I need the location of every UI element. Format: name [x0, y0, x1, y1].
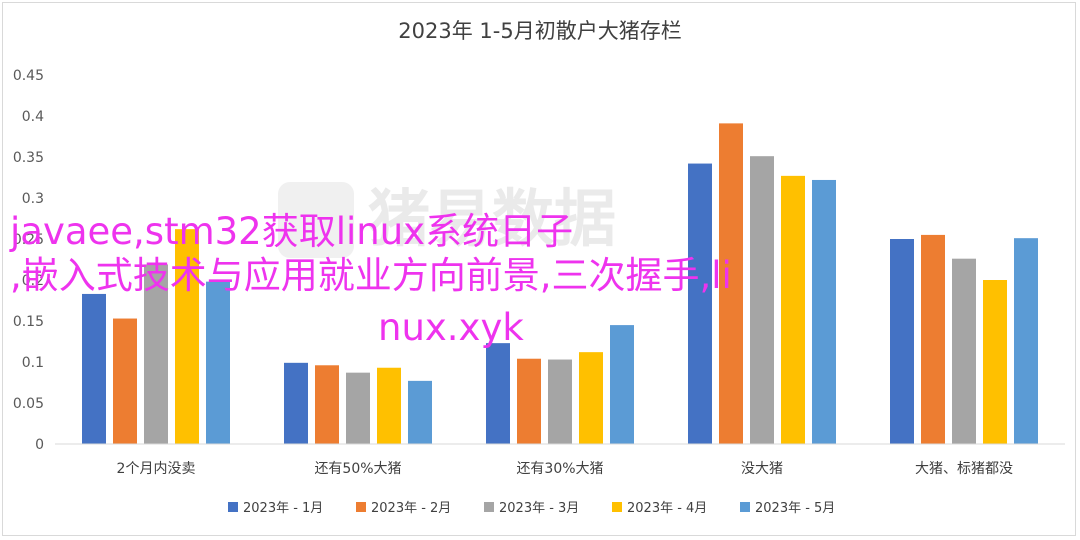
- y-tick-label: 0.1: [22, 355, 44, 371]
- y-tick-label: 0.35: [13, 150, 44, 166]
- x-tick-label: 还有30%大猪: [516, 461, 603, 477]
- y-tick-label: 0.3: [22, 191, 44, 207]
- watermark: 猪易数据: [278, 182, 616, 258]
- bar: [144, 264, 168, 444]
- y-tick-label: 0.45: [13, 68, 44, 84]
- bar: [1014, 238, 1038, 444]
- bar: [548, 359, 572, 444]
- watermark-logo-icon: [278, 182, 354, 258]
- bar: [610, 325, 634, 444]
- bar: [579, 352, 603, 444]
- bar: [517, 358, 541, 444]
- legend-swatch: [740, 502, 750, 512]
- y-axis: 0 0.05 0.1 0.15 0.2 0.25 0.3 0.35 0.4 0.45: [13, 68, 44, 453]
- legend-swatch: [356, 502, 366, 512]
- overlay-line-3: nux.xyk: [378, 306, 524, 349]
- bar: [377, 367, 401, 444]
- bar: [486, 343, 510, 444]
- bar: [82, 293, 106, 444]
- bar: [719, 123, 743, 444]
- bar: [284, 362, 308, 444]
- legend-label: 2023年 - 5月: [755, 501, 835, 516]
- chart-title: 2023年 1-5月初散户大猪存栏: [398, 19, 681, 43]
- bar: [952, 258, 976, 444]
- watermark-text: 猪易数据: [368, 182, 616, 255]
- y-tick-label: 0.25: [13, 232, 44, 248]
- overlay-line-1: javaee,stm32获取linux系统日子: [10, 210, 574, 253]
- bar: [921, 234, 945, 444]
- bar: [408, 380, 432, 444]
- bar: [983, 280, 1007, 444]
- x-tick-label: 还有50%大猪: [314, 461, 401, 477]
- legend-label: 2023年 - 3月: [499, 501, 579, 516]
- y-tick-label: 0.15: [13, 314, 44, 330]
- bar: [206, 281, 230, 444]
- bar: [890, 239, 914, 444]
- legend-swatch: [484, 502, 494, 512]
- x-tick-label: 没大猪: [741, 461, 783, 477]
- legend-swatch: [612, 502, 622, 512]
- x-tick-label: 大猪、标猪都没: [915, 461, 1013, 477]
- bar: [688, 163, 712, 444]
- legend-label: 2023年 - 4月: [627, 501, 707, 516]
- bar: [346, 372, 370, 444]
- bar: [812, 179, 836, 444]
- bar: [175, 229, 199, 444]
- x-tick-label: 2个月内没卖: [117, 461, 196, 477]
- y-tick-label: 0: [35, 437, 44, 453]
- legend-label: 2023年 - 2月: [371, 501, 451, 516]
- bar: [750, 156, 774, 444]
- bar: [781, 175, 805, 445]
- bars: [82, 123, 1038, 445]
- y-tick-label: 0.2: [22, 273, 44, 289]
- x-axis: 2个月内没卖 还有50%大猪 还有30%大猪 没大猪 大猪、标猪都没: [117, 461, 1013, 477]
- y-tick-label: 0.05: [13, 396, 44, 412]
- legend-swatch: [228, 502, 238, 512]
- legend-label: 2023年 - 1月: [243, 501, 323, 516]
- y-tick-label: 0.4: [22, 109, 44, 125]
- legend: 2023年 - 1月 2023年 - 2月 2023年 - 3月 2023年 - 4月…: [228, 501, 835, 516]
- bar: [113, 318, 137, 444]
- overlay-line-2: ,嵌入式技术与应用就业方向前景,三次握手,li: [10, 254, 732, 297]
- bar: [315, 365, 339, 444]
